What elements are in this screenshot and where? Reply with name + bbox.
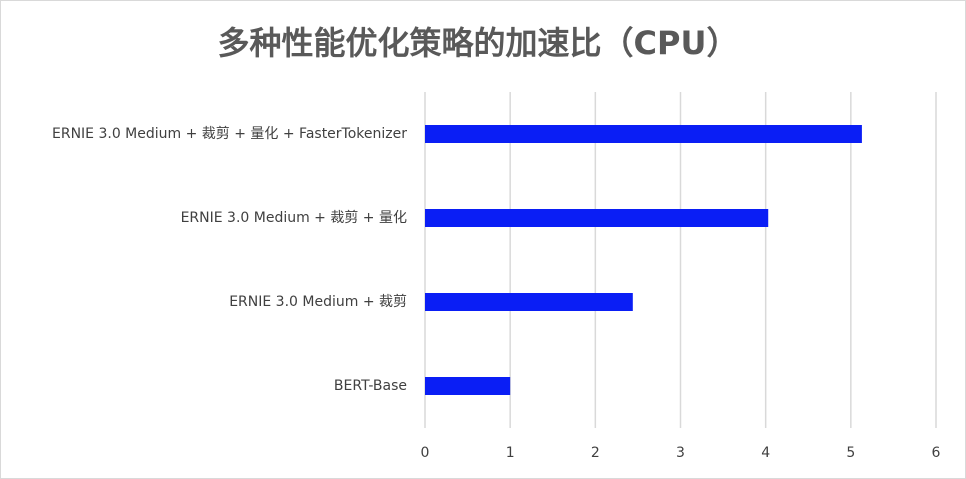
y-tick-label: ERNIE 3.0 Medium + 裁剪 + 量化 xyxy=(181,210,407,226)
x-tick-label: 4 xyxy=(761,445,770,461)
y-tick-label: BERT-Base xyxy=(334,378,407,394)
x-tick-label: 0 xyxy=(421,445,430,461)
chart-title: 多种性能优化策略的加速比（CPU） xyxy=(218,24,739,62)
x-tick-label: 1 xyxy=(506,445,515,461)
bar xyxy=(425,209,769,227)
bar xyxy=(425,293,633,311)
y-tick-label: ERNIE 3.0 Medium + 裁剪 xyxy=(229,294,407,310)
y-tick-label: ERNIE 3.0 Medium + 裁剪 + 量化 + FasterToken… xyxy=(52,126,407,142)
x-tick-label: 2 xyxy=(591,445,600,461)
x-tick-label: 6 xyxy=(932,445,941,461)
bar xyxy=(425,377,511,395)
bar xyxy=(425,125,862,143)
x-tick-label: 3 xyxy=(676,445,685,461)
x-tick-label: 5 xyxy=(846,445,855,461)
